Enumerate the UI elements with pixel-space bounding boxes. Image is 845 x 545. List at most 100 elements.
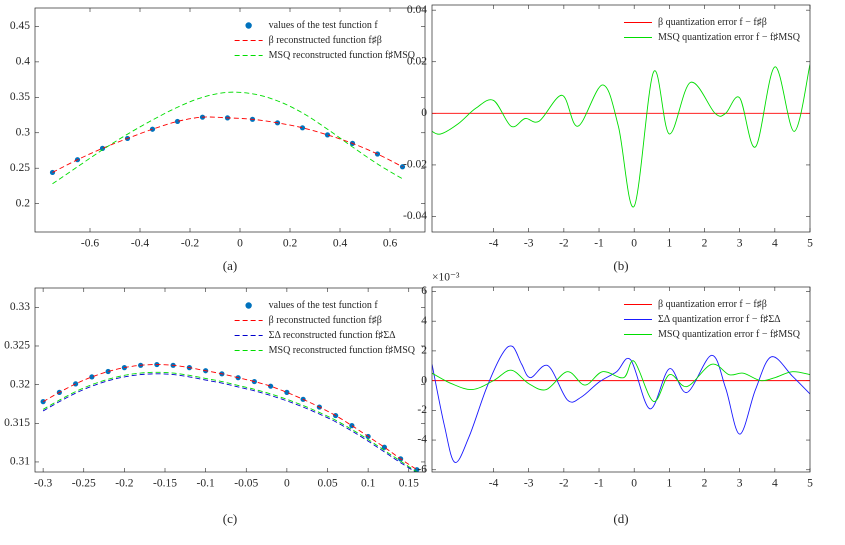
x-tick-label: -0.4 (131, 238, 149, 250)
x-tick-label: 0.6 (383, 238, 398, 250)
legend-label: values of the test function f (269, 20, 379, 31)
data-point (174, 118, 181, 125)
y-tick-label: 0.315 (4, 417, 30, 429)
legend-label: values of the test function f (269, 300, 379, 311)
legend-label: β reconstructed function f♯β (269, 315, 382, 326)
legend: values of the test function f β reconstru… (234, 20, 416, 61)
x-tick-label: 5 (807, 478, 813, 490)
y-tick-label: 0.32 (10, 378, 30, 390)
legend-label: β quantization error f − f♯β (658, 299, 767, 310)
x-tick-label: -0.6 (81, 238, 99, 250)
x-tick-label: 4 (772, 238, 778, 250)
x-tick-label: 0 (631, 238, 637, 250)
x-tick-label: 2 (702, 478, 708, 490)
x-tick-label: -3 (524, 478, 534, 490)
y-tick-label: 0.325 (4, 340, 30, 352)
y-tick-label: 0.33 (10, 301, 30, 313)
x-tick-label: -1 (594, 478, 604, 490)
x-tick-label: -0.2 (115, 478, 133, 490)
legend-label: ΣΔ reconstructed function f♯ΣΔ (269, 330, 397, 341)
y-tick-label: 6 (421, 285, 427, 297)
x-tick-label: 3 (737, 238, 743, 250)
data-point (99, 145, 106, 151)
y-tick-label: -2 (417, 404, 427, 416)
plot-frame (431, 286, 811, 473)
legend-label: MSQ quantization error f − f♯MSQ (658, 329, 801, 340)
plot-area (432, 64, 810, 208)
x-tick-label: 0 (284, 478, 290, 490)
x-tick-label: 0.2 (283, 238, 298, 250)
legend: β quantization error f − f♯β ΣΔ quantizat… (623, 299, 801, 340)
panel: -4 -3 -2 -1 0 1 2 3 4 5 -6 -4 -2 0 2 4 6 ×10⁻³ β quantizat… (417, 272, 813, 526)
plot-frame (431, 4, 811, 233)
y-tick-label: -0.02 (403, 159, 427, 171)
y-tick-label: 0.31 (10, 456, 30, 468)
panel: -4 -3 -2 -1 0 1 2 3 4 5 -0.04 -0.02 0 0.02 0.04 β quant… (403, 4, 813, 273)
x-tick-label: 0.15 (399, 478, 419, 490)
legend-label: MSQ quantization error f − f♯MSQ (658, 32, 801, 43)
data-point (105, 368, 111, 375)
y-tick-label: -4 (417, 434, 427, 446)
plot-frame (34, 7, 426, 233)
plot-frame (34, 287, 426, 473)
y-tick-label: 0.45 (10, 20, 30, 32)
x-tick-label: 0.4 (333, 238, 348, 250)
legend-label: ΣΔ quantization error f − f♯ΣΔ (658, 314, 781, 325)
legend-label: β quantization error f − f♯β (658, 17, 767, 28)
series-line (42, 371, 418, 472)
x-tick-label: -4 (489, 238, 499, 250)
legend-label: MSQ reconstructed function f♯MSQ (269, 50, 416, 61)
panel-caption: (d) (613, 511, 628, 526)
panel: -0.3 -0.25 -0.2 -0.15 -0.1 -0.05 0 0.05 0.1 0.15 0… (4, 287, 426, 526)
series-line (52, 91, 403, 185)
y-tick-label: 0 (421, 374, 427, 386)
legend: values of the test function f β reconstru… (234, 300, 416, 356)
x-tick-label: 2 (702, 238, 708, 250)
x-tick-label: -2 (559, 478, 569, 490)
data-point (299, 125, 306, 131)
series-line (432, 360, 810, 402)
y-tick-label: 2 (421, 345, 427, 357)
x-tick-label: -0.15 (153, 478, 177, 490)
legend-label: β reconstructed function f♯β (269, 35, 382, 46)
legend-swatch (245, 302, 252, 309)
x-tick-label: -1 (594, 238, 604, 250)
series-line (432, 64, 810, 208)
legend-label: MSQ reconstructed function f♯MSQ (269, 345, 416, 356)
x-tick-label: -0.05 (234, 478, 258, 490)
series-line (52, 116, 403, 173)
data-point (268, 383, 274, 389)
panel-caption: (b) (613, 258, 628, 273)
y-tick-label: 0.25 (10, 162, 30, 174)
panel-caption: (a) (223, 258, 237, 273)
x-tick-label: 0.05 (317, 478, 337, 490)
y-tick-label: 0.2 (16, 197, 31, 209)
data-point (89, 374, 95, 380)
y-tick-label: 0.02 (407, 55, 427, 67)
data-point (73, 381, 79, 387)
axis-multiplier: ×10⁻³ (432, 272, 460, 284)
x-tick-label: 0 (631, 478, 637, 490)
x-tick-label: -4 (489, 478, 499, 490)
x-tick-label: -3 (524, 238, 534, 250)
series-line (42, 373, 417, 472)
data-point (324, 132, 331, 138)
y-tick-label: -6 (417, 463, 427, 475)
x-tick-label: 4 (772, 478, 778, 490)
y-tick-label: 0.35 (10, 91, 30, 103)
legend: β quantization error f − f♯β MSQ quantiza… (623, 17, 801, 43)
y-tick-label: 0.4 (16, 56, 31, 68)
panel: -0.6 -0.4 -0.2 0 0.2 0.4 0.6 0.2 0.25 0.3 0.35 0.4 0… (10, 7, 426, 273)
x-tick-label: 1 (666, 478, 672, 490)
x-tick-label: -0.25 (72, 478, 96, 490)
x-tick-label: -0.1 (197, 478, 215, 490)
x-tick-label: -0.3 (34, 478, 52, 490)
y-tick-label: 4 (421, 315, 427, 327)
x-tick-label: 0 (237, 238, 243, 250)
x-tick-label: 3 (737, 478, 743, 490)
x-tick-label: 1 (666, 238, 672, 250)
x-tick-label: 5 (807, 238, 813, 250)
x-tick-label: -2 (559, 238, 569, 250)
